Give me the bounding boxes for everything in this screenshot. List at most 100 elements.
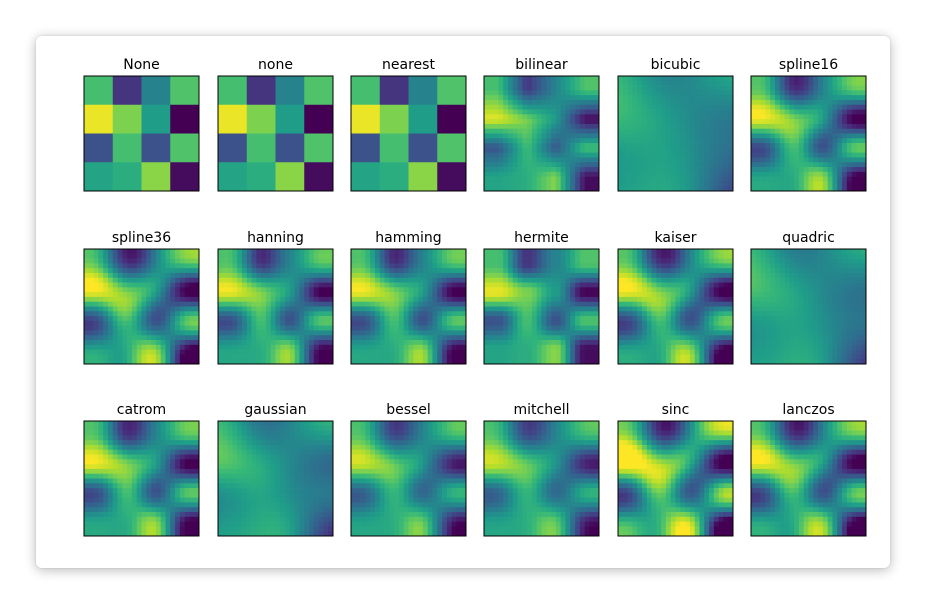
- heatmap-cell: [546, 330, 552, 336]
- heatmap-cell: [670, 359, 676, 365]
- heatmap-cell: [856, 272, 862, 279]
- heatmap-cell: [680, 344, 686, 350]
- heatmap-cell: [774, 99, 781, 106]
- heatmap-cell: [751, 253, 757, 259]
- heatmap-cell: [107, 287, 114, 293]
- heatmap-cell: [765, 133, 771, 139]
- heatmap-cell: [551, 258, 557, 264]
- heatmap-cell: [503, 258, 509, 264]
- heatmap-cell: [507, 99, 514, 106]
- heatmap-cell: [622, 311, 628, 317]
- heatmap-cell: [227, 301, 233, 307]
- heatmap-cell: [141, 277, 147, 283]
- heatmap-cell: [622, 76, 628, 82]
- heatmap-cell: [422, 349, 429, 355]
- heatmap-cell: [565, 152, 571, 158]
- heatmap-cell: [589, 277, 595, 283]
- heatmap-cell: [141, 268, 147, 274]
- heatmap-cell: [579, 325, 585, 331]
- heatmap-cell: [846, 167, 852, 173]
- heatmap-cell: [194, 296, 200, 303]
- heatmap-cell: [160, 287, 166, 293]
- heatmap-cell: [665, 344, 672, 350]
- heatmap-cell: [680, 171, 686, 177]
- heatmap-cell: [565, 268, 571, 274]
- heatmap-cell: [227, 359, 233, 365]
- heatmap-cell: [699, 330, 705, 336]
- heatmap-cell: [589, 258, 595, 264]
- heatmap-cell: [323, 301, 329, 307]
- heatmap-cell: [765, 167, 771, 173]
- heatmap-cell: [685, 123, 691, 130]
- heatmap-cell: [570, 249, 576, 255]
- heatmap-cell: [555, 176, 562, 182]
- heatmap-cell: [651, 176, 657, 182]
- heatmap-cell: [175, 344, 181, 350]
- heatmap-cell: [570, 325, 576, 331]
- heatmap-cell: [789, 157, 795, 163]
- heatmap-cell: [241, 325, 248, 331]
- heatmap-cell: [251, 306, 257, 312]
- heatmap-cell: [84, 133, 114, 163]
- heatmap-cell: [309, 277, 315, 283]
- heatmap-cell: [856, 95, 862, 101]
- heatmap-cell: [270, 272, 276, 279]
- heatmap-cell: [498, 167, 504, 173]
- heatmap-cell: [246, 296, 252, 303]
- heatmap-cell: [398, 263, 405, 269]
- heatmap-cell: [694, 171, 700, 177]
- heatmap-cell: [709, 138, 715, 144]
- heatmap-cell: [275, 277, 281, 283]
- heatmap-cell: [194, 354, 200, 360]
- heatmap-cell: [728, 152, 734, 158]
- heatmap-cell: [112, 258, 118, 264]
- heatmap-cell: [661, 162, 667, 168]
- heatmap-cell: [798, 123, 805, 130]
- heatmap-cell: [779, 162, 785, 168]
- heatmap-cell: [503, 181, 509, 187]
- heatmap-cell: [270, 325, 276, 331]
- heatmap-cell: [694, 167, 700, 173]
- heatmap-cell: [661, 152, 667, 158]
- heatmap-cell: [165, 330, 171, 336]
- heatmap-cell: [136, 335, 142, 341]
- heatmap-cell: [651, 90, 657, 96]
- heatmap-cell: [165, 354, 171, 360]
- heatmap-cell: [484, 80, 490, 86]
- heatmap-cell: [832, 186, 838, 192]
- heatmap-cell: [665, 123, 672, 130]
- heatmap-cell: [656, 354, 662, 360]
- heatmap-cell: [507, 354, 514, 360]
- heatmap-cell: [675, 181, 681, 187]
- heatmap-cell: [774, 128, 781, 134]
- heatmap-cell: [680, 147, 686, 154]
- heatmap-cell: [488, 292, 494, 298]
- heatmap-cell: [218, 162, 248, 192]
- heatmap-cell: [237, 249, 243, 255]
- heatmap-cell: [675, 147, 681, 154]
- heatmap-cell: [760, 152, 766, 158]
- heatmap-cell: [422, 320, 429, 327]
- heatmap-cell: [689, 128, 696, 134]
- heatmap-cell: [103, 277, 109, 283]
- heatmap-cell: [751, 76, 757, 82]
- heatmap-cell: [718, 306, 724, 312]
- heatmap-cell: [503, 138, 509, 144]
- heatmap-cell: [446, 344, 452, 350]
- heatmap-cell: [536, 287, 542, 293]
- heatmap-cell: [265, 335, 272, 341]
- heatmap-cell: [555, 330, 562, 336]
- heatmap-cell: [275, 162, 305, 192]
- heatmap-cell: [256, 258, 262, 264]
- heatmap-cell: [136, 311, 142, 317]
- heatmap-cell: [861, 258, 867, 264]
- heatmap-cell: [779, 296, 785, 303]
- heatmap-cell: [723, 301, 729, 307]
- heatmap-cell: [160, 306, 166, 312]
- heatmap-cell: [280, 292, 286, 298]
- heatmap-cell: [689, 268, 696, 274]
- heatmap-cell: [522, 335, 528, 341]
- heatmap-cell: [261, 253, 267, 259]
- heatmap-cell: [446, 340, 452, 346]
- heatmap-cell: [461, 268, 467, 274]
